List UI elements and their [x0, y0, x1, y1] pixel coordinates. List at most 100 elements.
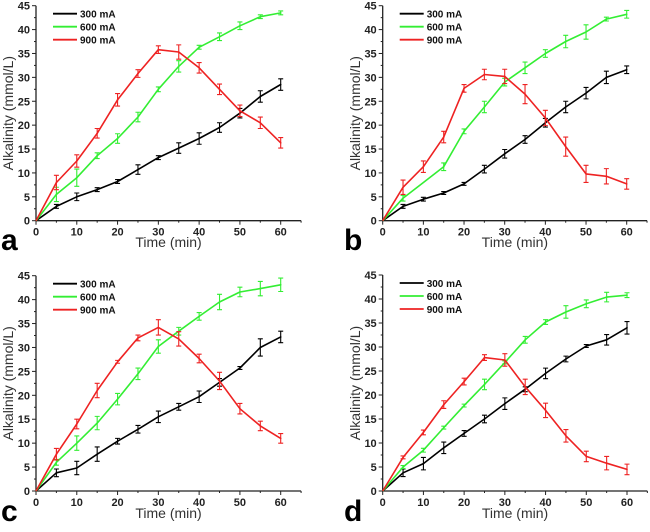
y-axis-label: Alkalinity (mmol/L)	[347, 326, 363, 440]
data-point	[585, 173, 587, 175]
y-tick-label: 45	[364, 270, 376, 282]
legend-label: 300 mA	[80, 280, 116, 291]
data-point	[585, 455, 588, 458]
data-point	[524, 67, 526, 69]
data-point	[463, 183, 465, 185]
series-900-ma	[35, 319, 284, 492]
x-tick-label: 20	[111, 497, 123, 509]
data-point	[116, 137, 119, 140]
y-tick-label: 30	[18, 72, 30, 84]
y-tick-label: 0	[371, 216, 377, 228]
data-point	[157, 345, 160, 348]
data-point	[605, 462, 608, 464]
data-point	[137, 168, 139, 171]
x-axis-label: Time (min)	[135, 505, 201, 521]
series-line	[35, 284, 281, 492]
data-point	[279, 336, 282, 338]
y-tick-label: 15	[18, 414, 30, 426]
data-point	[55, 472, 58, 474]
y-tick-label: 15	[18, 144, 30, 156]
data-point	[483, 168, 486, 170]
y-tick-label: 20	[364, 390, 376, 402]
x-tick-label: 60	[275, 227, 287, 239]
data-point	[605, 175, 608, 178]
y-tick-label: 0	[24, 216, 30, 228]
x-tick-label: 50	[580, 227, 592, 239]
data-point	[442, 192, 445, 194]
data-point	[483, 356, 486, 359]
y-tick-label: 30	[364, 342, 376, 354]
data-point	[279, 12, 282, 14]
data-point	[198, 137, 200, 140]
x-axis-label: Time (min)	[482, 505, 548, 521]
chart-panel-d: 0 5 10 15 20 25 30 35 40 45 0 10 20 30 40 50 60 Time (min…	[344, 270, 648, 528]
data-point	[625, 13, 628, 16]
y-tick-label: 0	[24, 486, 30, 498]
data-point	[177, 405, 180, 408]
series-line	[382, 73, 627, 222]
y-tick-label: 45	[18, 1, 30, 13]
data-point	[116, 440, 119, 443]
data-point	[218, 126, 221, 129]
y-axis-label: Alkalinity (mmol/L)	[347, 56, 363, 170]
y-tick-label: 5	[371, 462, 377, 474]
data-point	[116, 99, 119, 101]
legend-label: 300 mA	[427, 10, 463, 21]
data-point	[564, 40, 567, 43]
data-point	[137, 337, 139, 339]
data-point	[279, 83, 282, 86]
x-tick-label: 60	[275, 497, 287, 509]
panel-label: d	[344, 495, 362, 527]
data-point	[564, 145, 567, 148]
series-line	[35, 12, 281, 222]
data-point	[218, 35, 221, 38]
chart-panel-a: 0 5 10 15 20 25 30 35 40 45 0 10 20 30 40 50 60 Time (min…	[0, 1, 302, 257]
y-tick-label: 35	[364, 318, 376, 330]
data-point	[503, 153, 506, 155]
data-point	[504, 402, 506, 405]
x-tick-label: 0	[380, 227, 386, 239]
y-tick-label: 15	[364, 414, 376, 426]
data-point	[198, 357, 200, 360]
panel-label: c	[1, 495, 18, 527]
y-tick-label: 5	[24, 192, 30, 204]
legend-label: 600 mA	[427, 292, 463, 303]
data-point	[157, 88, 160, 91]
legend-label: 900 mA	[80, 36, 116, 47]
data-point	[96, 154, 98, 157]
series-600-ma	[35, 277, 284, 492]
data-point	[585, 345, 588, 347]
series-900-ma	[382, 353, 630, 492]
x-axis-label: Time (min)	[482, 234, 548, 250]
data-point	[75, 160, 78, 162]
legend-label: 300 mA	[427, 279, 463, 290]
y-tick-label: 10	[364, 438, 376, 450]
y-tick-label: 40	[364, 294, 376, 306]
data-point	[137, 72, 139, 75]
data-point	[422, 462, 425, 465]
panel-label: a	[1, 224, 18, 257]
data-point	[198, 395, 200, 398]
data-point	[524, 339, 527, 341]
series-300-ma	[382, 65, 630, 222]
data-point	[564, 106, 567, 108]
x-tick-label: 20	[458, 227, 470, 239]
data-point	[55, 193, 58, 196]
legend-label: 300 mA	[80, 10, 116, 21]
series-300-ma	[35, 330, 284, 492]
y-tick-label: 10	[18, 438, 30, 450]
y-axis-label: Alkalinity (mmol/L)	[0, 326, 16, 440]
data-point	[402, 197, 404, 200]
data-point	[198, 315, 200, 318]
data-point	[565, 435, 567, 437]
y-tick-label: 40	[18, 295, 30, 307]
data-point	[626, 327, 628, 329]
x-tick-label: 40	[193, 497, 205, 509]
data-point	[157, 156, 160, 159]
x-tick-label: 10	[71, 497, 83, 509]
data-point	[402, 186, 404, 189]
data-point	[626, 468, 628, 471]
data-point	[422, 449, 425, 452]
data-point	[463, 380, 465, 383]
